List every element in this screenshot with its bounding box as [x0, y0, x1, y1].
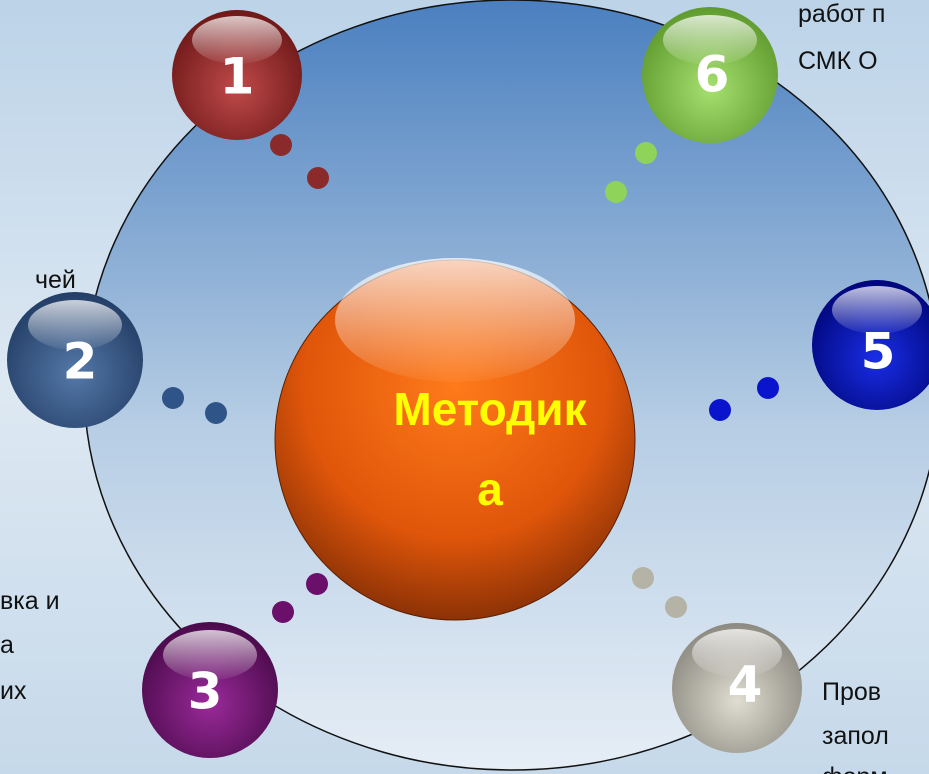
side-text: СМК О [798, 47, 878, 75]
side-text: Пров [822, 678, 881, 706]
center-label: а [477, 463, 503, 515]
node: 2 [7, 292, 143, 428]
node: 3 [142, 622, 278, 758]
side-text: а [0, 631, 14, 659]
node-number: 6 [695, 46, 730, 104]
node: 1 [172, 10, 302, 140]
side-text: запол [822, 722, 889, 750]
side-text: вка и [0, 587, 60, 615]
side-text: работ п [798, 0, 885, 28]
side-text: форм [822, 763, 888, 774]
side-text: их [0, 677, 27, 705]
node-number: 4 [728, 656, 763, 714]
center-label: Методик [393, 383, 587, 435]
node-number: 2 [63, 333, 98, 391]
center-sphere: Методик а [275, 258, 635, 620]
node: 4 [672, 623, 802, 753]
slide: Методик а 1 2 3 4 5 6 работ п СМК О чей … [0, 0, 929, 774]
node-number: 5 [861, 323, 896, 381]
node-number: 1 [220, 48, 255, 106]
node: 6 [642, 7, 778, 143]
side-text: чей [35, 266, 76, 294]
node-number: 3 [188, 663, 223, 721]
